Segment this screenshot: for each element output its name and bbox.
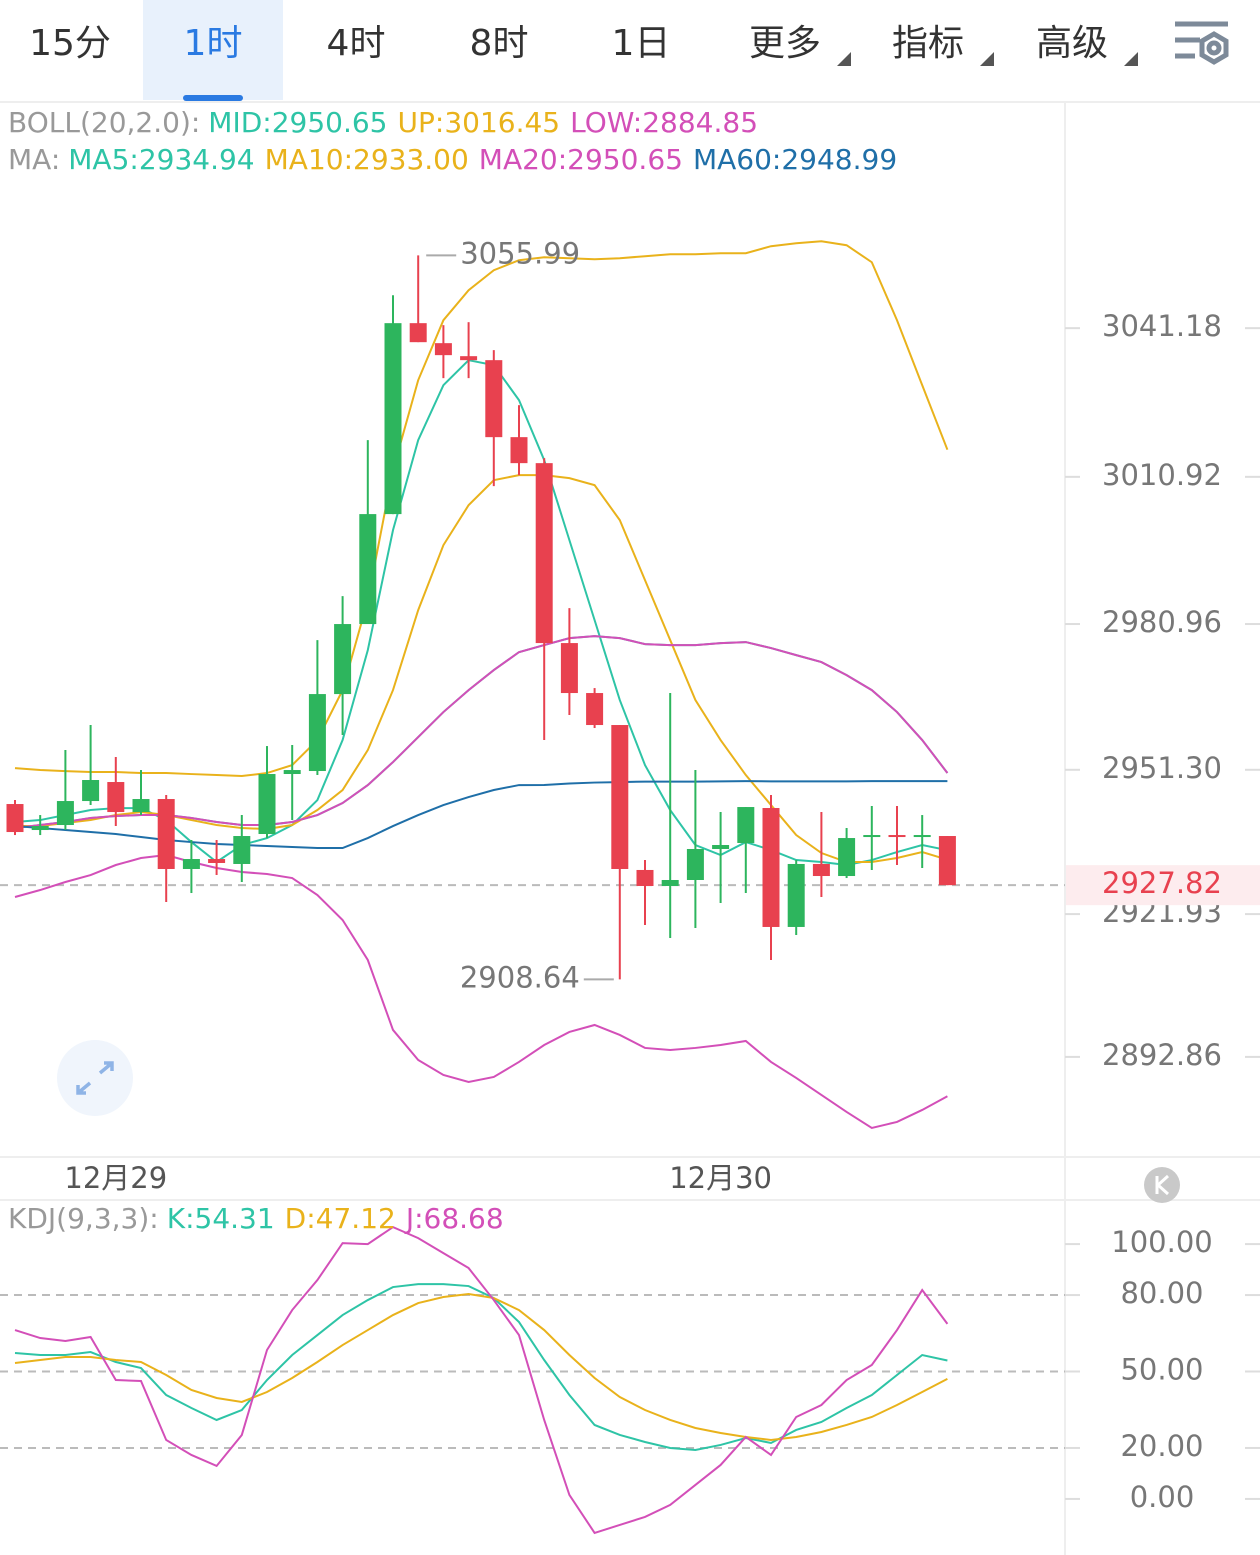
legend-prefix: BOLL(20,2.0): <box>8 106 200 139</box>
y-tick-label: 20.00 <box>1120 1429 1203 1463</box>
candle-body <box>686 848 704 880</box>
expand-button[interactable] <box>57 1040 133 1116</box>
y-tick-label: 2892.86 <box>1102 1038 1222 1072</box>
dropdown-arrow <box>837 52 851 66</box>
tab-active-bg <box>143 0 283 100</box>
expand-arrows <box>76 1061 114 1095</box>
high-marker-label: 3055.99 <box>460 236 580 270</box>
last-price-label: 2927.82 <box>1102 866 1222 900</box>
y-tick-label: 80.00 <box>1120 1276 1203 1310</box>
icon-dot <box>1206 40 1222 56</box>
tab[interactable]: 更多 <box>749 23 821 64</box>
candle-body <box>812 863 830 877</box>
candle-body <box>283 770 301 775</box>
y-tick-label: 3041.18 <box>1102 309 1222 343</box>
candle-body <box>611 725 629 869</box>
legend-prefix: KDJ(9,3,3): <box>8 1202 159 1235</box>
indicator-line <box>14 359 948 867</box>
candle-body <box>586 693 604 726</box>
low-marker-label: 2908.64 <box>460 960 580 994</box>
candle-body <box>208 859 226 863</box>
candle-body <box>434 343 452 356</box>
expand-bg <box>57 1040 133 1116</box>
candle-body <box>888 835 906 838</box>
candle-body <box>661 879 679 886</box>
candle-body <box>863 835 881 838</box>
candle-body <box>712 845 730 849</box>
indicator-line <box>14 635 949 830</box>
candle-body <box>182 859 200 869</box>
icon-hex <box>1199 31 1229 65</box>
candle-body <box>485 360 503 438</box>
tab[interactable]: 高级 <box>1036 23 1108 64</box>
legend-entry: MA20:2950.65 <box>479 143 683 176</box>
tab[interactable]: 1时 <box>184 23 243 64</box>
candle-body <box>409 323 427 343</box>
kdj-line <box>14 1225 949 1535</box>
candle-body <box>82 780 100 802</box>
candle-body <box>737 807 755 843</box>
legend-entry: K:54.31 <box>167 1202 275 1235</box>
candle-body <box>233 836 251 864</box>
tab[interactable]: 15分 <box>29 23 111 64</box>
last-price-bg <box>1066 865 1260 906</box>
y-tick-label: 50.00 <box>1120 1353 1203 1387</box>
k-bg <box>1144 1167 1180 1203</box>
candle-body <box>308 694 326 772</box>
indicator-line <box>15 474 948 864</box>
y-tick-label: 2980.96 <box>1102 605 1222 639</box>
legend-prefix: MA: <box>8 143 60 176</box>
candle-body <box>762 808 780 927</box>
indicator-line <box>14 240 949 778</box>
y-tick-label: 2951.30 <box>1102 751 1222 785</box>
legend-entry: J:68.68 <box>404 1202 504 1235</box>
legend-entry: MID:2950.65 <box>208 106 387 139</box>
tab[interactable]: 4时 <box>327 23 386 64</box>
candle-body <box>535 463 553 644</box>
candle-body <box>838 838 856 877</box>
candle-body <box>913 835 931 838</box>
tab-underline <box>183 95 243 101</box>
indicator-line <box>14 635 949 830</box>
legend-entry: LOW:2884.85 <box>570 106 758 139</box>
dropdown-arrow <box>1124 52 1138 66</box>
candle-body <box>6 804 24 833</box>
candle-body <box>460 356 478 361</box>
candle-body <box>31 825 49 831</box>
tab[interactable]: 1日 <box>612 23 671 64</box>
k-button[interactable] <box>1144 1167 1180 1203</box>
candle-body <box>560 643 578 694</box>
settings-icon[interactable] <box>1175 21 1229 65</box>
x-tick-label: 12月29 <box>64 1161 167 1195</box>
tab[interactable]: 8时 <box>470 23 529 64</box>
k-glyph <box>1155 1174 1170 1196</box>
y-tick-label: 3010.92 <box>1102 458 1222 492</box>
x-tick-label: 12月30 <box>669 1161 772 1195</box>
tab[interactable]: 指标 <box>892 23 964 64</box>
candle-body <box>334 624 352 695</box>
candle-body <box>787 863 805 927</box>
kdj-line <box>14 1293 948 1441</box>
candle-body <box>56 801 74 826</box>
candle-body <box>107 782 125 813</box>
legend-entry: MA10:2933.00 <box>265 143 469 176</box>
y-tick-label: 100.00 <box>1111 1225 1212 1259</box>
candle-body <box>157 799 175 869</box>
legend-entry: MA5:2934.94 <box>68 143 254 176</box>
candle-body <box>258 774 276 835</box>
legend-entry: MA60:2948.99 <box>693 143 897 176</box>
kdj-line <box>14 1283 948 1451</box>
dropdown-arrow <box>980 52 994 66</box>
candle-body <box>938 836 956 886</box>
legend-entry: D:47.12 <box>285 1202 396 1235</box>
candle-body <box>384 323 402 515</box>
candle-body <box>132 799 150 813</box>
candle-body <box>636 869 654 886</box>
y-tick-label: 0.00 <box>1130 1480 1195 1514</box>
legend-entry: UP:3016.45 <box>398 106 561 139</box>
candle-body <box>359 514 377 625</box>
candle-body <box>510 437 528 464</box>
